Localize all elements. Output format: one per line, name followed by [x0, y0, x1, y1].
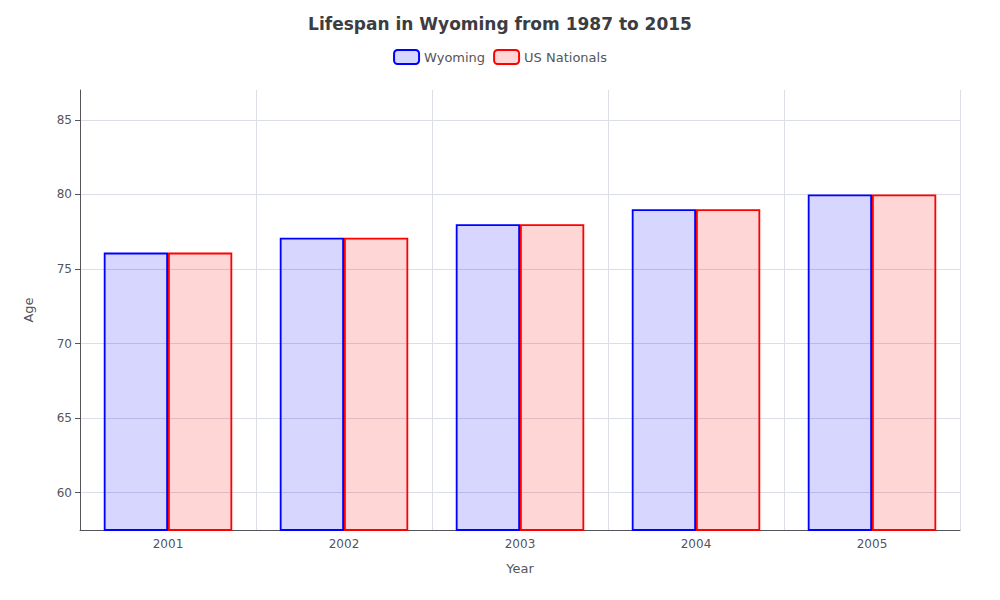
svg-text:Wyoming: Wyoming — [424, 50, 485, 65]
svg-text:70: 70 — [57, 337, 72, 351]
svg-text:2004: 2004 — [681, 537, 712, 551]
svg-text:85: 85 — [57, 113, 72, 127]
svg-text:60: 60 — [57, 486, 72, 500]
svg-text:75: 75 — [57, 262, 72, 276]
svg-text:Age: Age — [21, 297, 36, 322]
svg-text:2005: 2005 — [857, 537, 888, 551]
svg-text:2002: 2002 — [329, 537, 360, 551]
svg-text:2003: 2003 — [505, 537, 536, 551]
svg-text:65: 65 — [57, 411, 72, 425]
svg-text:80: 80 — [57, 187, 72, 201]
svg-text:2001: 2001 — [153, 537, 184, 551]
svg-text:Lifespan in Wyoming from 1987: Lifespan in Wyoming from 1987 to 2015 — [308, 14, 692, 34]
svg-text:Year: Year — [505, 561, 534, 576]
svg-text:US Nationals: US Nationals — [524, 50, 607, 65]
